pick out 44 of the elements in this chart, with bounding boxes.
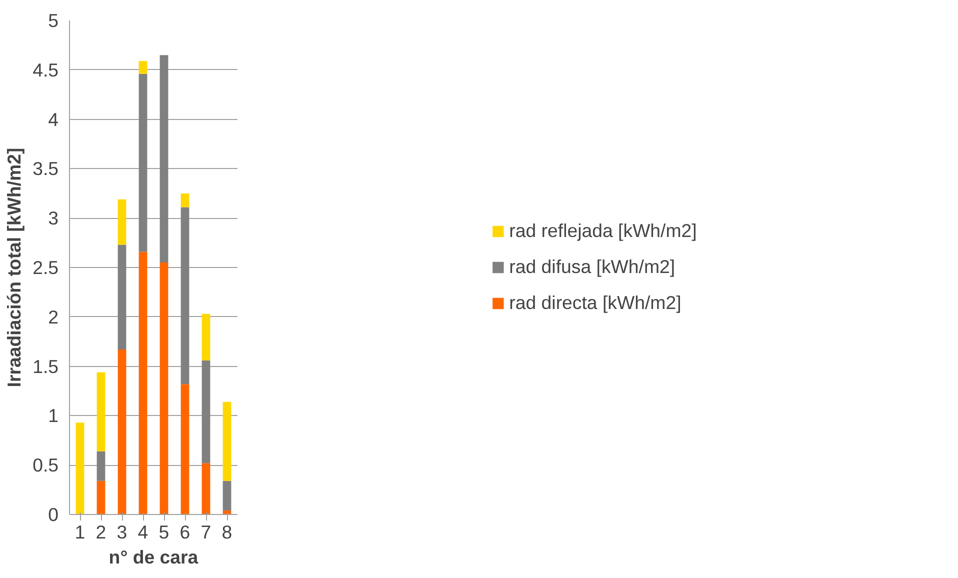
y-tick-label: 3.5 (32, 158, 59, 180)
bar (96, 372, 106, 452)
bar (160, 55, 168, 263)
bar (160, 262, 168, 514)
bar (180, 384, 190, 514)
x-tick-label: 8 (222, 522, 232, 542)
x-tick-label: 6 (180, 522, 190, 542)
x-tick-label: 1 (74, 522, 86, 542)
x-tick-label: 7 (200, 522, 212, 542)
bar (118, 244, 126, 350)
y-tick-label: 3 (48, 208, 59, 229)
y-tick-label: 2 (48, 306, 59, 328)
x-axis-title: n° de cara (108, 546, 199, 568)
bar (202, 360, 210, 464)
y-tick-label: 0 (48, 504, 59, 525)
bar (118, 199, 126, 245)
y-axis-title: Irraadiación total [kWh/m2] (4, 148, 25, 388)
bar (222, 402, 232, 481)
bar (138, 61, 148, 74)
y-tick-label: 5 (48, 10, 59, 31)
x-tick-label: 2 (96, 522, 106, 542)
y-tick-label: 1.5 (32, 356, 59, 377)
y-tick-label: 0.5 (32, 454, 59, 476)
y-tick-label: 4.5 (32, 59, 59, 80)
x-tick-label: 5 (158, 522, 170, 542)
legend-label: rad reflejada [kWh/m2] (509, 220, 697, 242)
bar (138, 74, 148, 252)
x-tick-label: 3 (116, 522, 128, 542)
x-tick-label: 4 (138, 522, 148, 542)
bar (222, 480, 232, 511)
bar (96, 451, 106, 481)
y-tick-label: 1 (48, 405, 59, 426)
bar (180, 207, 190, 384)
bar (202, 463, 210, 514)
bar (76, 422, 84, 514)
bar (180, 193, 190, 208)
legend-label: rad difusa [kWh/m2] (509, 256, 676, 278)
y-tick-label: 4 (48, 108, 59, 130)
y-tick-label: 2.5 (32, 257, 59, 278)
bar (202, 314, 210, 360)
bar (118, 350, 126, 514)
bar (138, 252, 148, 514)
legend-label: rad directa [kWh/m2] (509, 292, 682, 314)
bar (96, 480, 106, 514)
